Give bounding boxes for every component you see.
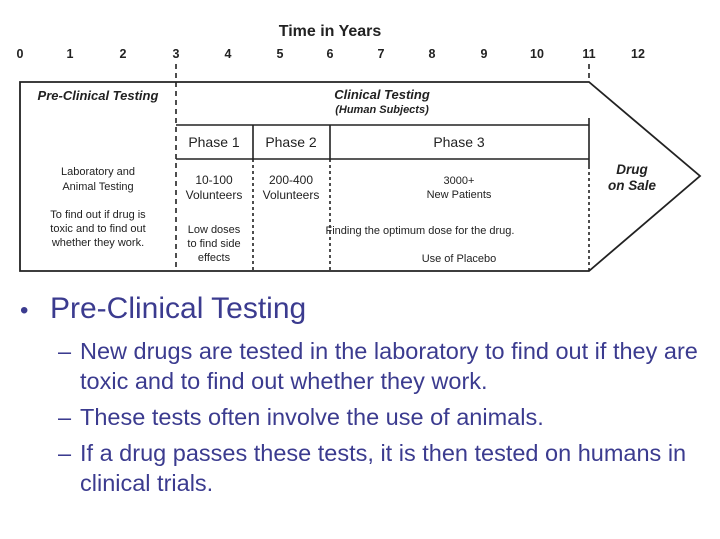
tick-label: 1 xyxy=(67,47,74,61)
clinical-subtitle: (Human Subjects) xyxy=(335,104,429,116)
phase-1-note: to find side xyxy=(187,238,240,250)
preclinical-desc: whether they work. xyxy=(51,237,144,249)
tick-label: 8 xyxy=(429,47,436,61)
phase-1-count: 10-100 xyxy=(195,173,233,187)
main-bullet: • Pre-Clinical Testing xyxy=(20,290,710,330)
tick-label: 0 xyxy=(17,47,24,61)
phase-2-subjects: Volunteers xyxy=(263,188,320,202)
phase-3-count: 3000+ xyxy=(444,175,475,187)
sub-bullet-list: – New drugs are tested in the laboratory… xyxy=(58,336,710,498)
year-markers xyxy=(175,64,590,82)
sub-bullet-text: New drugs are tested in the laboratory t… xyxy=(80,338,698,394)
sub-bullet-text: If a drug passes these tests, it is then… xyxy=(80,440,687,496)
phase-2-label: Phase 2 xyxy=(265,134,317,150)
drug-development-timeline: Time in Years 0 1 2 3 4 5 6 7 8 9 10 11 … xyxy=(17,23,702,272)
sub-bullet: – These tests often involve the use of a… xyxy=(58,402,710,432)
phase-3-subjects: New Patients xyxy=(427,189,492,201)
phase-2-count: 200-400 xyxy=(269,173,313,187)
axis-title: Time in Years xyxy=(279,23,382,40)
drug-on-sale-line2: on Sale xyxy=(608,178,657,193)
slide-bullets: • Pre-Clinical Testing – New drugs are t… xyxy=(20,290,710,498)
tick-label: 2 xyxy=(120,47,127,61)
preclinical-desc: To find out if drug is xyxy=(50,209,146,221)
phase-1-note: Low doses xyxy=(188,224,241,236)
drug-on-sale-line1: Drug xyxy=(616,162,648,177)
preclinical-text: Laboratory and Animal Testing To find ou… xyxy=(50,166,146,249)
tick-label: 5 xyxy=(277,47,284,61)
clinical-title: Clinical Testing xyxy=(334,87,430,102)
dash-icon: – xyxy=(58,338,72,364)
phase-3-label: Phase 3 xyxy=(433,134,485,150)
phase-1-label: Phase 1 xyxy=(188,134,240,150)
tick-label: 9 xyxy=(481,47,488,61)
tick-label: 11 xyxy=(582,47,595,61)
tick-label: 10 xyxy=(530,47,544,61)
preclinical-line: Laboratory and xyxy=(61,166,135,178)
main-bullet-text: Pre-Clinical Testing xyxy=(50,292,307,325)
placebo-text: Use of Placebo xyxy=(422,253,497,265)
preclinical-line: Animal Testing xyxy=(62,181,133,193)
preclinical-title: Pre-Clinical Testing xyxy=(38,88,159,103)
phase-1-note: effects xyxy=(198,252,231,264)
dash-icon: – xyxy=(58,440,72,466)
bullet-dot-icon: • xyxy=(20,297,29,324)
tick-label: 4 xyxy=(225,47,232,61)
tick-label: 6 xyxy=(327,47,334,61)
optimum-dose-text: Finding the optimum dose for the drug. xyxy=(326,225,515,237)
preclinical-desc: toxic and to find out xyxy=(50,223,145,235)
sub-bullet: – If a drug passes these tests, it is th… xyxy=(58,438,710,498)
tick-label: 12 xyxy=(631,47,645,61)
phase-grid xyxy=(176,118,590,166)
year-ticks: 0 1 2 3 4 5 6 7 8 9 10 11 12 xyxy=(17,47,645,61)
dash-icon: – xyxy=(58,404,72,430)
sub-bullet-text: These tests often involve the use of ani… xyxy=(80,404,544,430)
timeline-arrow-outline xyxy=(19,81,702,272)
sub-bullet: – New drugs are tested in the laboratory… xyxy=(58,336,710,396)
tick-label: 7 xyxy=(378,47,385,61)
phase-1-subjects: Volunteers xyxy=(186,188,243,202)
tick-label: 3 xyxy=(173,47,180,61)
